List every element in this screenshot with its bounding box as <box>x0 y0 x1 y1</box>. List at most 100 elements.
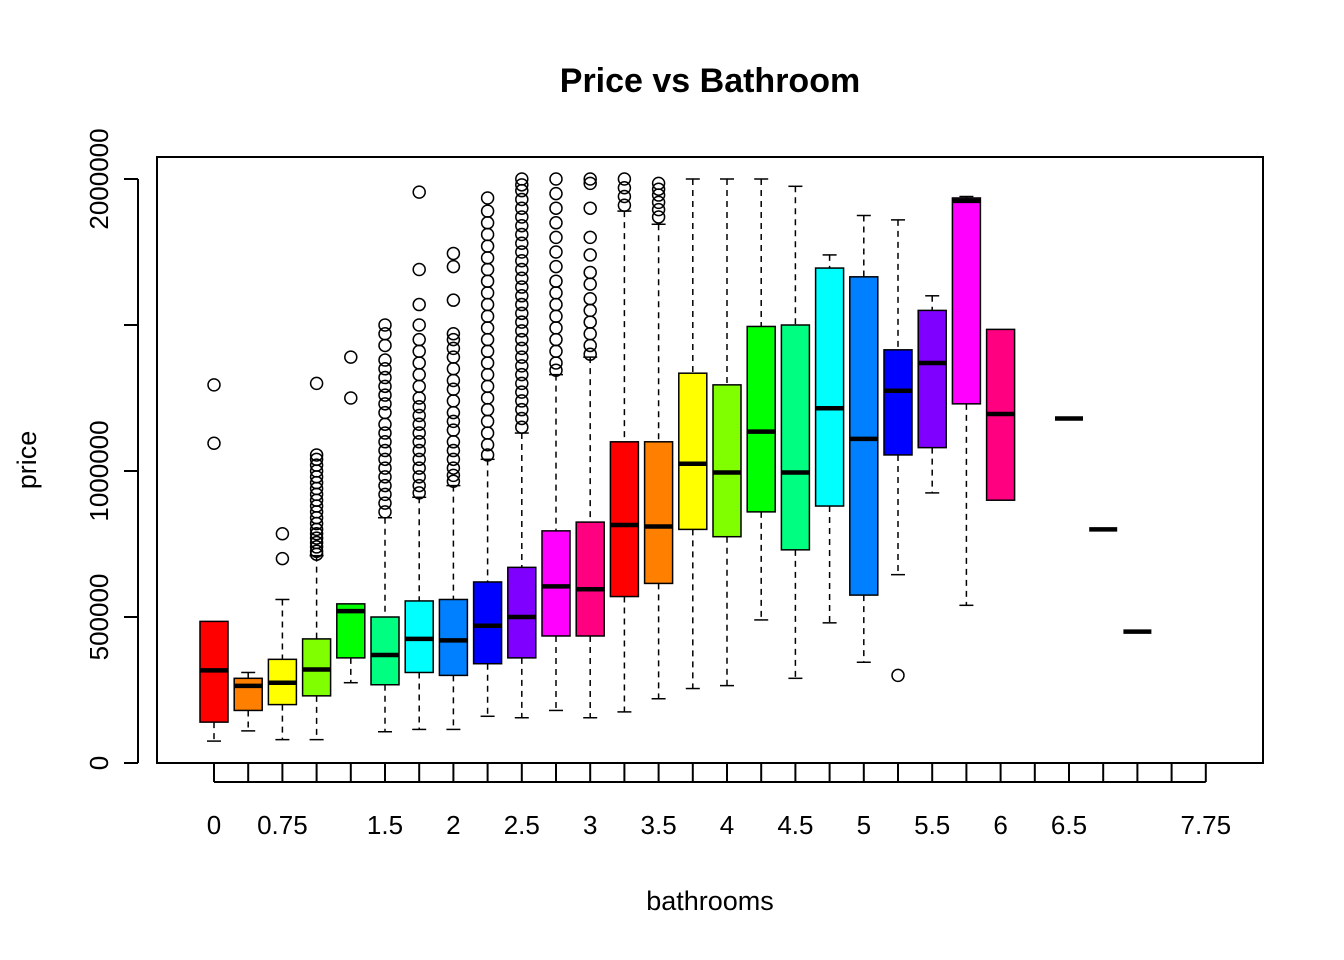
outlier-point <box>446 246 461 261</box>
outlier-point <box>480 356 495 370</box>
box-body <box>233 677 263 712</box>
y-tick-label: 1000000 <box>84 420 114 521</box>
outlier-point <box>515 341 529 356</box>
outlier-point <box>515 210 529 224</box>
outlier-point <box>412 297 426 312</box>
outlier-point <box>515 236 529 250</box>
outlier-point <box>446 394 461 408</box>
box-series <box>199 172 1152 742</box>
outlier-point <box>515 332 529 347</box>
outlier-point <box>207 436 221 451</box>
outlier-point <box>378 353 392 367</box>
outlier-point <box>651 182 666 196</box>
outlier-point <box>344 350 358 364</box>
outlier-point <box>446 474 461 488</box>
outlier-point <box>480 204 495 218</box>
outlier-point <box>480 426 495 440</box>
outlier-point <box>412 478 426 493</box>
box-5.5 <box>917 295 947 494</box>
box-0 <box>199 378 229 742</box>
outlier-point <box>480 402 495 417</box>
outlier-point <box>583 201 597 215</box>
outlier-point <box>480 262 495 277</box>
outlier-point <box>515 402 529 417</box>
outlier-point <box>412 417 426 432</box>
outlier-point <box>480 191 495 205</box>
outlier-point <box>515 271 529 286</box>
outlier-point <box>412 470 426 484</box>
x-tick-label: 6.5 <box>1051 810 1087 840</box>
box-2 <box>438 246 469 731</box>
outlier-point <box>309 448 324 462</box>
outlier-point <box>515 201 529 215</box>
box-2.75 <box>541 172 571 712</box>
box-4.5 <box>780 185 811 680</box>
outlier-point <box>412 379 426 394</box>
outlier-point <box>412 408 426 423</box>
x-axis: 0 0.75 1.5 2 2.5 3 3.5 4 4.5 5 5.5 6 6.5 7.75 <box>207 763 1231 840</box>
box-5 <box>849 214 879 664</box>
outlier-point <box>378 461 392 475</box>
outlier-point <box>446 259 461 274</box>
outlier-point <box>651 210 666 224</box>
outlier-point <box>480 309 495 323</box>
box-3 <box>575 172 605 719</box>
outlier-point <box>412 185 426 199</box>
outlier-point <box>515 218 529 233</box>
outlier-point <box>480 344 495 359</box>
x-tick-label: 5 <box>857 810 871 840</box>
outlier-point <box>583 230 597 245</box>
y-tick-label: 2000000 <box>84 128 114 229</box>
outlier-point <box>412 426 426 440</box>
outlier-point <box>378 397 392 411</box>
outlier-point <box>412 461 426 475</box>
outlier-point <box>617 181 632 195</box>
y-tick-label: 500000 <box>84 574 114 661</box>
outlier-point <box>480 239 495 253</box>
outlier-point <box>309 540 324 554</box>
outlier-point <box>344 391 358 405</box>
outlier-point <box>515 359 529 373</box>
box-body <box>678 372 708 531</box>
box-body <box>370 616 400 686</box>
x-tick-label: 6 <box>993 810 1007 840</box>
outlier-point <box>583 248 597 262</box>
box-body <box>951 197 982 405</box>
outlier-point <box>549 309 563 323</box>
outlier-point <box>583 291 597 306</box>
outlier-point <box>378 452 392 467</box>
box-body <box>746 325 776 513</box>
outlier-point <box>446 468 461 483</box>
box-3.75 <box>678 178 708 690</box>
outlier-point <box>549 344 563 359</box>
outlier-point <box>549 274 563 288</box>
outlier-point <box>412 435 426 449</box>
box-2.25 <box>472 191 503 718</box>
outlier-point <box>515 254 529 268</box>
outlier-point <box>378 426 392 440</box>
box-body <box>507 566 537 659</box>
outlier-point <box>515 192 529 207</box>
outlier-point <box>412 391 426 405</box>
outlier-point <box>446 382 461 396</box>
outlier-point <box>480 379 495 394</box>
outlier-point <box>412 452 426 467</box>
outlier-point <box>275 527 290 541</box>
outlier-point <box>446 452 461 467</box>
outlier-point <box>446 373 461 388</box>
outlier-point <box>583 338 597 353</box>
outlier-point <box>617 189 632 204</box>
outlier-point <box>446 362 461 376</box>
outlier-point <box>515 420 529 434</box>
y-axis-label: price <box>12 431 42 490</box>
outlier-point <box>515 315 529 329</box>
outlier-point <box>412 400 426 414</box>
outlier-point <box>446 327 461 341</box>
x-tick-label: 7.75 <box>1180 810 1231 840</box>
outlier-point <box>549 332 563 347</box>
outlier-point <box>412 443 426 458</box>
box-body <box>609 441 640 598</box>
chart-title: Price vs Bathroom <box>560 62 860 100</box>
box-6 <box>985 328 1016 501</box>
